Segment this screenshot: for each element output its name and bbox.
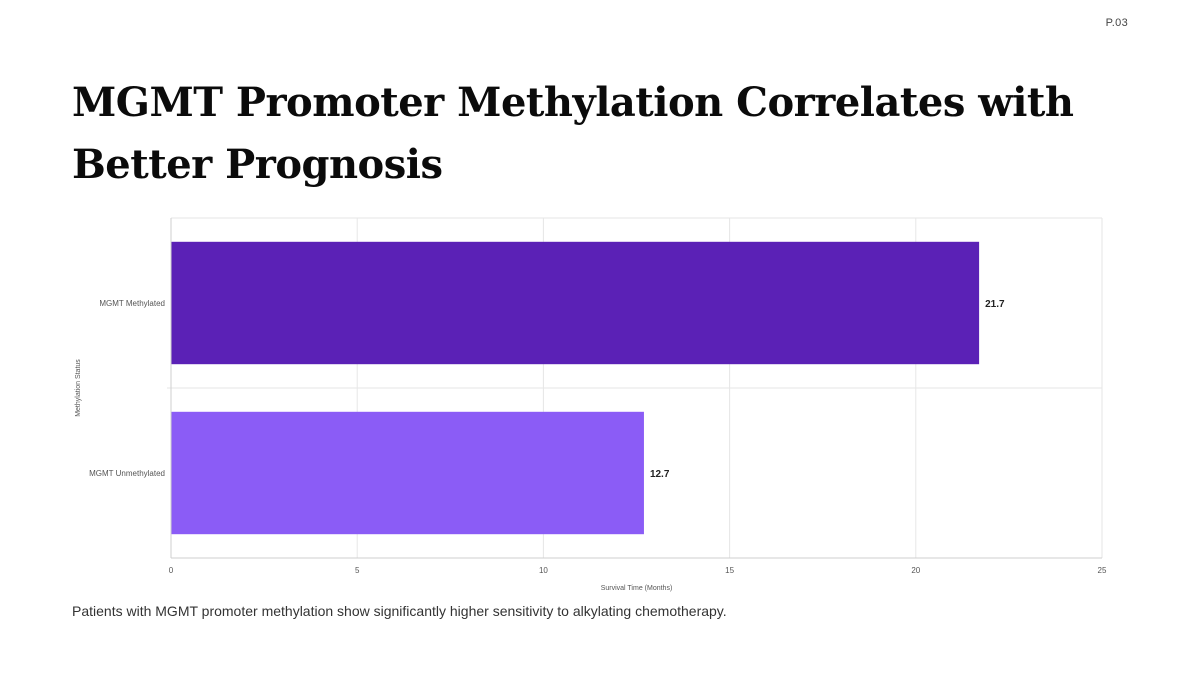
bar-mgmt-methylated xyxy=(171,241,980,365)
chart-svg: 21.7 12.7 0 5 10 15 20 25 MGMT Methylated MGMT U… xyxy=(75,217,1107,592)
page-number: P.03 xyxy=(1105,17,1128,29)
x-tick-label: 5 xyxy=(355,566,360,575)
x-axis-title: Survival Time (Months) xyxy=(601,585,673,592)
label-layer: 21.7 12.7 xyxy=(650,299,1005,480)
x-tick-label: 10 xyxy=(539,566,548,575)
slide-title: MGMT Promoter Methylation Correlates wit… xyxy=(72,79,1074,188)
chart-caption: Patients with MGMT promoter methylation … xyxy=(72,603,727,619)
x-tick-label: 25 xyxy=(1098,566,1107,575)
y-axis-title: Methylation Status xyxy=(75,359,82,417)
bar-mgmt-unmethylated xyxy=(171,411,644,535)
bar-chart: 21.7 12.7 0 5 10 15 20 25 MGMT Methylated MGMT U… xyxy=(72,210,1112,600)
x-tick-label: 0 xyxy=(169,566,174,575)
x-tick-label: 15 xyxy=(725,566,734,575)
axis-layer: 0 5 10 15 20 25 MGMT Methylated MGMT Unmethylat… xyxy=(89,218,1107,575)
y-category-label: MGMT Unmethylated xyxy=(89,469,165,478)
y-category-label: MGMT Methylated xyxy=(99,299,165,308)
x-tick-label: 20 xyxy=(911,566,920,575)
bar-data-label: 21.7 xyxy=(985,299,1005,310)
bar-layer xyxy=(171,241,980,535)
bar-data-label: 12.7 xyxy=(650,469,670,480)
